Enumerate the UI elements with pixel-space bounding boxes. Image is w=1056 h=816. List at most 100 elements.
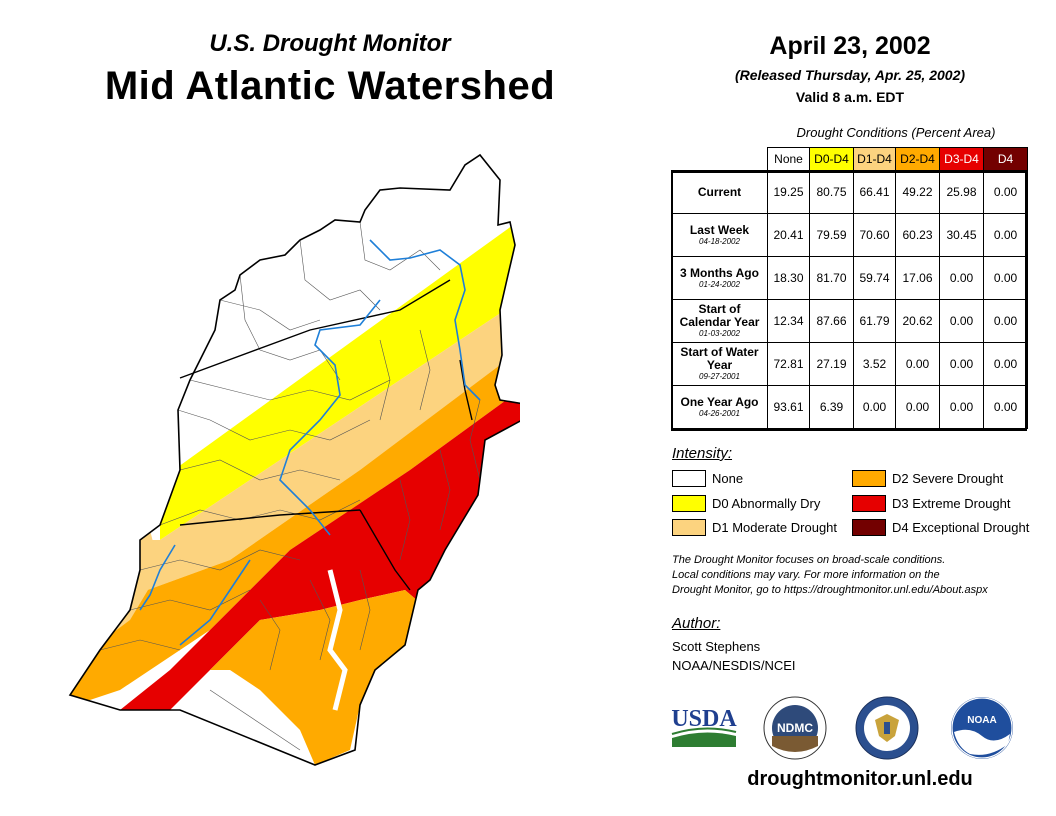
map-subtitle: U.S. Drought Monitor (209, 30, 451, 57)
commerce-seal-logo (855, 696, 919, 760)
table-cell: 0.00 (983, 342, 1028, 386)
note-line: The Drought Monitor focuses on broad-sca… (672, 554, 946, 566)
table-cell: 18.30 (767, 256, 810, 300)
table-corner (672, 148, 768, 171)
table-cell: 0.00 (983, 170, 1028, 214)
table-cell: 27.19 (809, 342, 854, 386)
valid-time: Valid 8 a.m. EDT (795, 89, 905, 105)
author-heading: Author: (672, 615, 721, 632)
legend-label: None (712, 471, 744, 486)
drought-map (68, 153, 520, 766)
author-org: NOAA/NESDIS/NCEI (672, 658, 796, 673)
legend-swatch (852, 519, 886, 536)
table-cell: 19.25 (767, 170, 810, 214)
table-cell: 0.00 (983, 213, 1028, 257)
legend-item-d1: D1 Moderate Drought (672, 519, 837, 536)
table-cell: 0.00 (983, 299, 1028, 343)
svg-text:NDMC: NDMC (777, 721, 813, 735)
legend-swatch (852, 495, 886, 512)
table-cell: 81.70 (809, 256, 854, 300)
d2-south-area (210, 590, 440, 765)
table-cell: 0.00 (939, 385, 984, 429)
disclaimer-note: The Drought Monitor focuses on broad-sca… (672, 553, 1042, 598)
table-cell: 0.00 (983, 385, 1028, 429)
table-cell: 30.45 (939, 213, 984, 257)
col-header: D1-D4 (853, 147, 896, 171)
table-cell: 66.41 (853, 170, 896, 214)
col-header: D0-D4 (809, 147, 854, 171)
note-line: Local conditions may vary. For more info… (672, 569, 940, 581)
county-lines (99, 221, 481, 751)
rivers (139, 239, 481, 646)
legend-swatch (672, 470, 706, 487)
row-label: One Year Ago 04-26-2001 (671, 385, 768, 429)
col-header: D4 (983, 147, 1028, 171)
table-row: Last Week 04-18-2002 20.41 79.59 70.60 60… (671, 213, 1028, 257)
table-cell: 0.00 (895, 385, 940, 429)
table-row: Start of Calendar Year 01-03-2002 12.34 8… (671, 299, 1028, 343)
drought-conditions-table: None D0-D4 D1-D4 D2-D4 D3-D4 D4 Current … (671, 147, 1028, 429)
table-cell: 72.81 (767, 342, 810, 386)
legend-title: Intensity: (672, 445, 733, 462)
table-row: Start of Water Year 09-27-2001 72.81 27.1… (671, 342, 1028, 386)
legend-swatch (672, 495, 706, 512)
table-cell: 93.61 (767, 385, 810, 429)
table-cell: 49.22 (895, 170, 940, 214)
row-label: Current (671, 170, 768, 214)
table-cell: 80.75 (809, 170, 854, 214)
table-cell: 0.00 (939, 299, 984, 343)
table-cell: 87.66 (809, 299, 854, 343)
table-cell: 0.00 (939, 342, 984, 386)
legend-label: D1 Moderate Drought (712, 520, 838, 535)
state-lines (179, 279, 473, 591)
legend-label: D3 Extreme Drought (892, 496, 1011, 511)
release-date: (Released Thursday, Apr. 25, 2002) (734, 67, 966, 83)
legend-swatch (852, 470, 886, 487)
row-label: Last Week 04-18-2002 (671, 213, 768, 257)
chesapeake-bay (327, 569, 348, 711)
table-cell: 60.23 (895, 213, 940, 257)
legend-item-d0: D0 Abnormally Dry (672, 495, 820, 512)
map-date: April 23, 2002 (769, 32, 931, 60)
map-title: Mid Atlantic Watershed (104, 64, 556, 108)
table-cell: 79.59 (809, 213, 854, 257)
col-header: D2-D4 (895, 147, 940, 171)
table-header-row: None D0-D4 D1-D4 D2-D4 D3-D4 D4 (672, 147, 1028, 171)
ndmc-logo: NDMC (763, 696, 827, 760)
author-block: Scott Stephens NOAA/NESDIS/NCEI (672, 637, 796, 675)
legend-item-none: None (672, 470, 743, 487)
table-caption: Drought Conditions (Percent Area) (796, 125, 996, 140)
table-cell: 17.06 (895, 256, 940, 300)
col-header: D3-D4 (939, 147, 984, 171)
legend-label: D4 Exceptional Drought (892, 520, 1030, 535)
usda-logo: USDA (671, 706, 737, 747)
table-cell: 59.74 (853, 256, 896, 300)
legend-label: D0 Abnormally Dry (712, 496, 821, 511)
d1-band (70, 300, 520, 625)
table-cell: 0.00 (939, 256, 984, 300)
table-row: One Year Ago 04-26-2001 93.61 6.39 0.00 0… (671, 385, 1028, 429)
d2-band (70, 350, 520, 710)
table-cell: 6.39 (809, 385, 854, 429)
table-cell: 20.62 (895, 299, 940, 343)
table-cell: 0.00 (895, 342, 940, 386)
note-line[interactable]: Drought Monitor, go to https://droughtmo… (672, 584, 988, 596)
table-cell: 70.60 (853, 213, 896, 257)
footer-url[interactable]: droughtmonitor.unl.edu (747, 768, 973, 790)
table-cell: 61.79 (853, 299, 896, 343)
table-row: 3 Months Ago 01-24-2002 18.30 81.70 59.74… (671, 256, 1028, 300)
legend-item-d3: D3 Extreme Drought (852, 495, 1011, 512)
svg-text:NOAA: NOAA (967, 715, 996, 726)
noaa-logo: NOAA (951, 697, 1013, 759)
table-row: Current 19.25 80.75 66.41 49.22 25.98 0.… (671, 170, 1028, 214)
row-label: 3 Months Ago 01-24-2002 (671, 256, 768, 300)
table-cell: 3.52 (853, 342, 896, 386)
watershed-outline (68, 153, 520, 766)
table-cell: 0.00 (853, 385, 896, 429)
table-cell: 0.00 (983, 256, 1028, 300)
drought-shading (70, 155, 520, 765)
row-label: Start of Calendar Year 01-03-2002 (671, 299, 768, 343)
legend-item-d2: D2 Severe Drought (852, 470, 1003, 487)
author-name: Scott Stephens (672, 639, 761, 654)
table-cell: 20.41 (767, 213, 810, 257)
